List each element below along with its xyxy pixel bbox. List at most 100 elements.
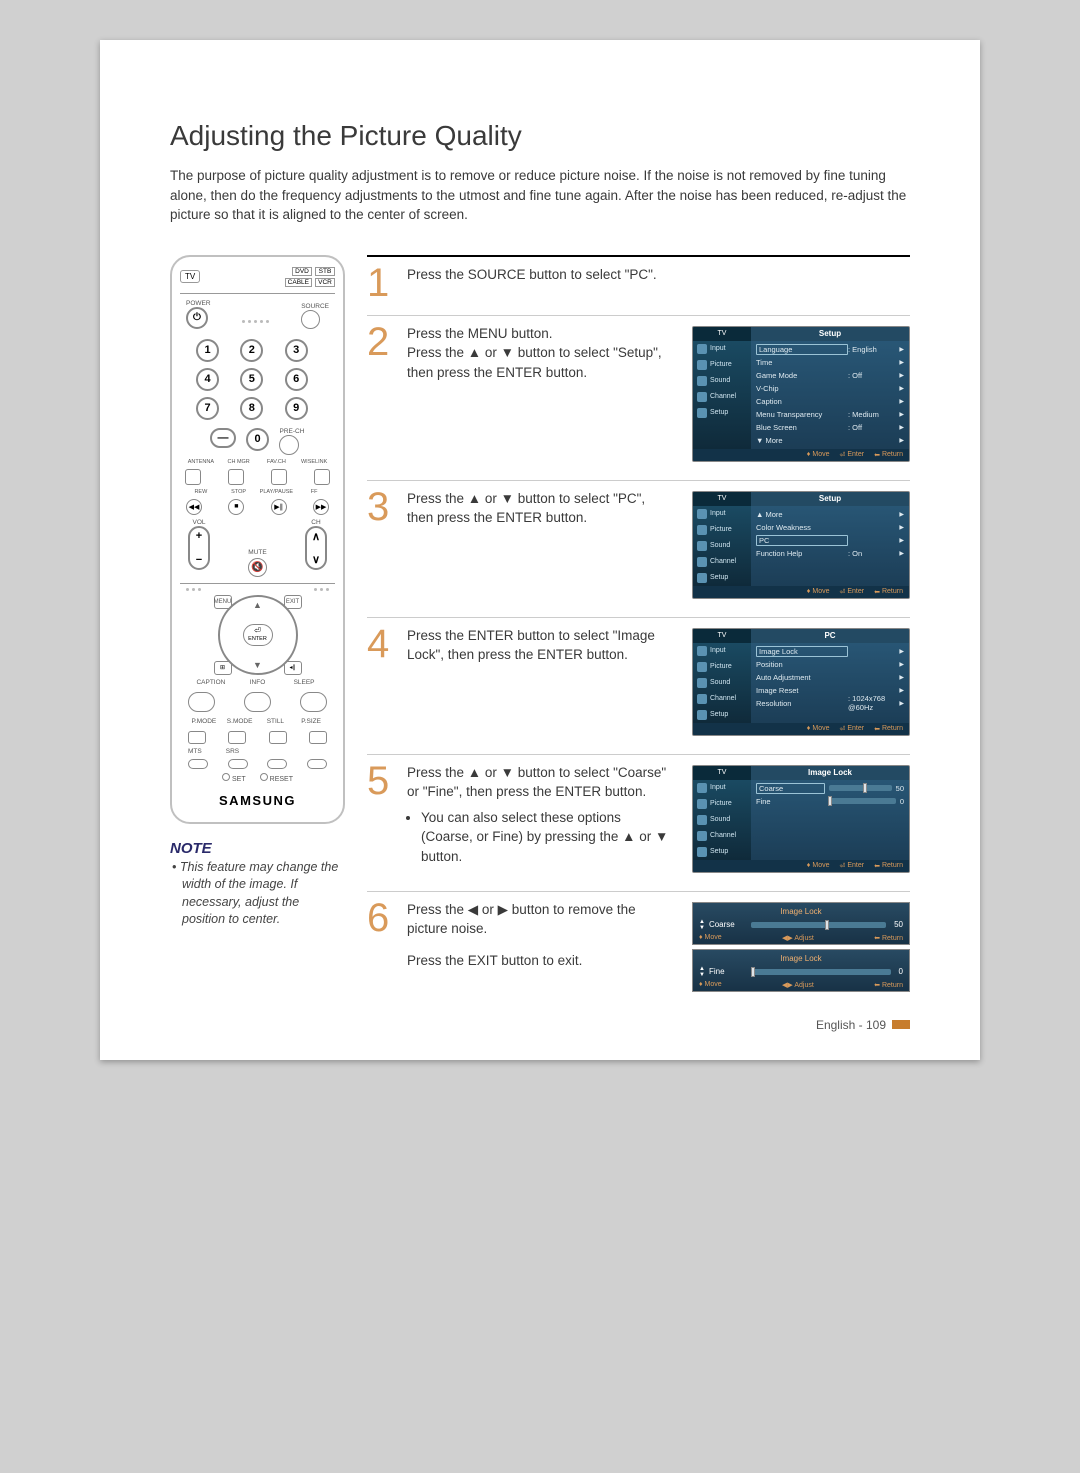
enter-button[interactable]: ⏎ ENTER — [243, 624, 273, 646]
osd-menu-line: Image Lock▶ — [756, 646, 904, 657]
osd-menu-line: Menu Transparency: Medium▶ — [756, 409, 904, 420]
power-button[interactable]: ⏻ — [186, 307, 208, 329]
psize-button[interactable] — [309, 731, 327, 744]
num-7[interactable]: 7 — [196, 397, 219, 420]
osd-menu-line: Color Weakness▶ — [756, 522, 904, 533]
step-4-text: Press the ENTER button to select "Image … — [407, 626, 680, 740]
num-8[interactable]: 8 — [240, 397, 263, 420]
osd-side-item: Setup — [693, 570, 751, 586]
remote-control: TV DVD STB CABLE VCR — [170, 255, 345, 824]
dpad[interactable]: ▲ ▼ ⏎ ENTER — [218, 595, 298, 675]
osd-side-item: Setup — [693, 405, 751, 421]
osd-side-item: Setup — [693, 844, 751, 860]
num-9[interactable]: 9 — [285, 397, 308, 420]
osd-menu-line: Auto Adjustment▶ — [756, 672, 904, 683]
wiselink-label: WISELINK — [295, 459, 333, 465]
osd-menu-line: Position▶ — [756, 659, 904, 670]
num-0[interactable]: 0 — [246, 428, 269, 451]
step-5-num: 5 — [367, 763, 395, 877]
step-6-text: Press the ◀ or ▶ button to remove the pi… — [407, 900, 680, 996]
osd-menu-line: ▲ More▶ — [756, 509, 904, 520]
osd-side-item: Channel — [693, 828, 751, 844]
info-button[interactable] — [244, 692, 271, 712]
num-1[interactable]: 1 — [196, 339, 219, 362]
antenna-button[interactable] — [185, 469, 201, 485]
sleep-button[interactable] — [300, 692, 327, 712]
osd-side-item: Input — [693, 341, 751, 357]
set-label: SET — [222, 773, 246, 783]
ch-rocker[interactable]: ∧∨ — [305, 526, 327, 570]
rew-label: REW — [182, 489, 220, 495]
osd-menu-line: PC▶ — [756, 535, 904, 546]
power-label: POWER — [186, 300, 211, 307]
osd-side-item: Sound — [693, 373, 751, 389]
osd-side-item: Input — [693, 643, 751, 659]
num-6[interactable]: 6 — [285, 368, 308, 391]
step-1-num: 1 — [367, 265, 395, 301]
intro-text: The purpose of picture quality adjustmen… — [170, 166, 910, 225]
osd-side-item: Channel — [693, 691, 751, 707]
pmode-label: P.MODE — [186, 718, 222, 725]
num-5[interactable]: 5 — [240, 368, 263, 391]
still-button[interactable] — [269, 731, 287, 744]
dvd-box: DVD — [292, 267, 312, 276]
stop-button[interactable]: ■ — [228, 499, 244, 515]
osd-setup-2: TVSetup InputPictureSoundChannelSetup ▲ … — [692, 491, 910, 599]
favch-button[interactable] — [271, 469, 287, 485]
ff-button[interactable]: ▶▶ — [313, 499, 329, 515]
favch-label: FAV.CH — [258, 459, 296, 465]
osd-side-item: Sound — [693, 538, 751, 554]
tv-box: TV — [180, 270, 200, 283]
osd-pc: TVPC InputPictureSoundChannelSetup Image… — [692, 628, 910, 736]
psize-label: P.SIZE — [293, 718, 329, 725]
smode-button[interactable] — [228, 731, 246, 744]
osd-menu-line: Function Help: On▶ — [756, 548, 904, 559]
note-title: NOTE — [170, 840, 345, 857]
osd-side-item: Input — [693, 506, 751, 522]
osd-side-item: Sound — [693, 812, 751, 828]
vol-rocker[interactable]: +− — [188, 526, 210, 570]
step-3-num: 3 — [367, 489, 395, 603]
rew-button[interactable]: ◀◀ — [186, 499, 202, 515]
mute-button[interactable]: 🔇 — [248, 558, 267, 577]
chmgr-button[interactable] — [228, 469, 244, 485]
blue-button[interactable] — [307, 759, 327, 769]
info-label: INFO — [235, 679, 281, 686]
osd-menu-line: Game Mode: Off▶ — [756, 370, 904, 381]
ch-label: CH — [305, 519, 327, 526]
caption-button[interactable] — [188, 692, 215, 712]
play-button[interactable]: ▶∥ — [271, 499, 287, 515]
step-1-text: Press the SOURCE button to select "PC". — [407, 265, 910, 301]
sleep-label: SLEEP — [281, 679, 327, 686]
vcr-box: VCR — [315, 278, 335, 287]
osd-side-item: Sound — [693, 675, 751, 691]
pmode-button[interactable] — [188, 731, 206, 744]
step-3-text: Press the ▲ or ▼ button to select "PC", … — [407, 489, 680, 603]
wiselink-button[interactable] — [314, 469, 330, 485]
cable-box: CABLE — [285, 278, 312, 287]
osd-adjust-fine: Image Lock ▲▼ Fine 0 ♦ Move ◀▶ Adjust ⬅ … — [692, 949, 910, 992]
dash-button[interactable]: — — [210, 428, 236, 448]
osd-menu-line: Time▶ — [756, 357, 904, 368]
osd-menu-line: ▼ More▶ — [756, 435, 904, 446]
reset-label: RESET — [260, 773, 293, 783]
osd-image-lock: TVImage Lock InputPictureSoundChannelSet… — [692, 765, 910, 873]
osd-side-item: Picture — [693, 357, 751, 373]
green-button[interactable] — [228, 759, 248, 769]
red-button[interactable] — [188, 759, 208, 769]
num-4[interactable]: 4 — [196, 368, 219, 391]
step-6-num: 6 — [367, 900, 395, 996]
prech-button[interactable] — [279, 435, 299, 455]
osd-side-item: Picture — [693, 522, 751, 538]
yellow-button[interactable] — [267, 759, 287, 769]
srs-label: SRS — [226, 748, 239, 755]
page-number: English - 109 — [816, 1018, 910, 1032]
step-5-text: Press the ▲ or ▼ button to select "Coars… — [407, 763, 680, 877]
osd-side-item: Channel — [693, 554, 751, 570]
source-label: SOURCE — [301, 303, 329, 310]
osd-side-item: Setup — [693, 707, 751, 723]
num-2[interactable]: 2 — [240, 339, 263, 362]
source-button[interactable] — [301, 310, 320, 329]
num-3[interactable]: 3 — [285, 339, 308, 362]
smode-label: S.MODE — [222, 718, 258, 725]
